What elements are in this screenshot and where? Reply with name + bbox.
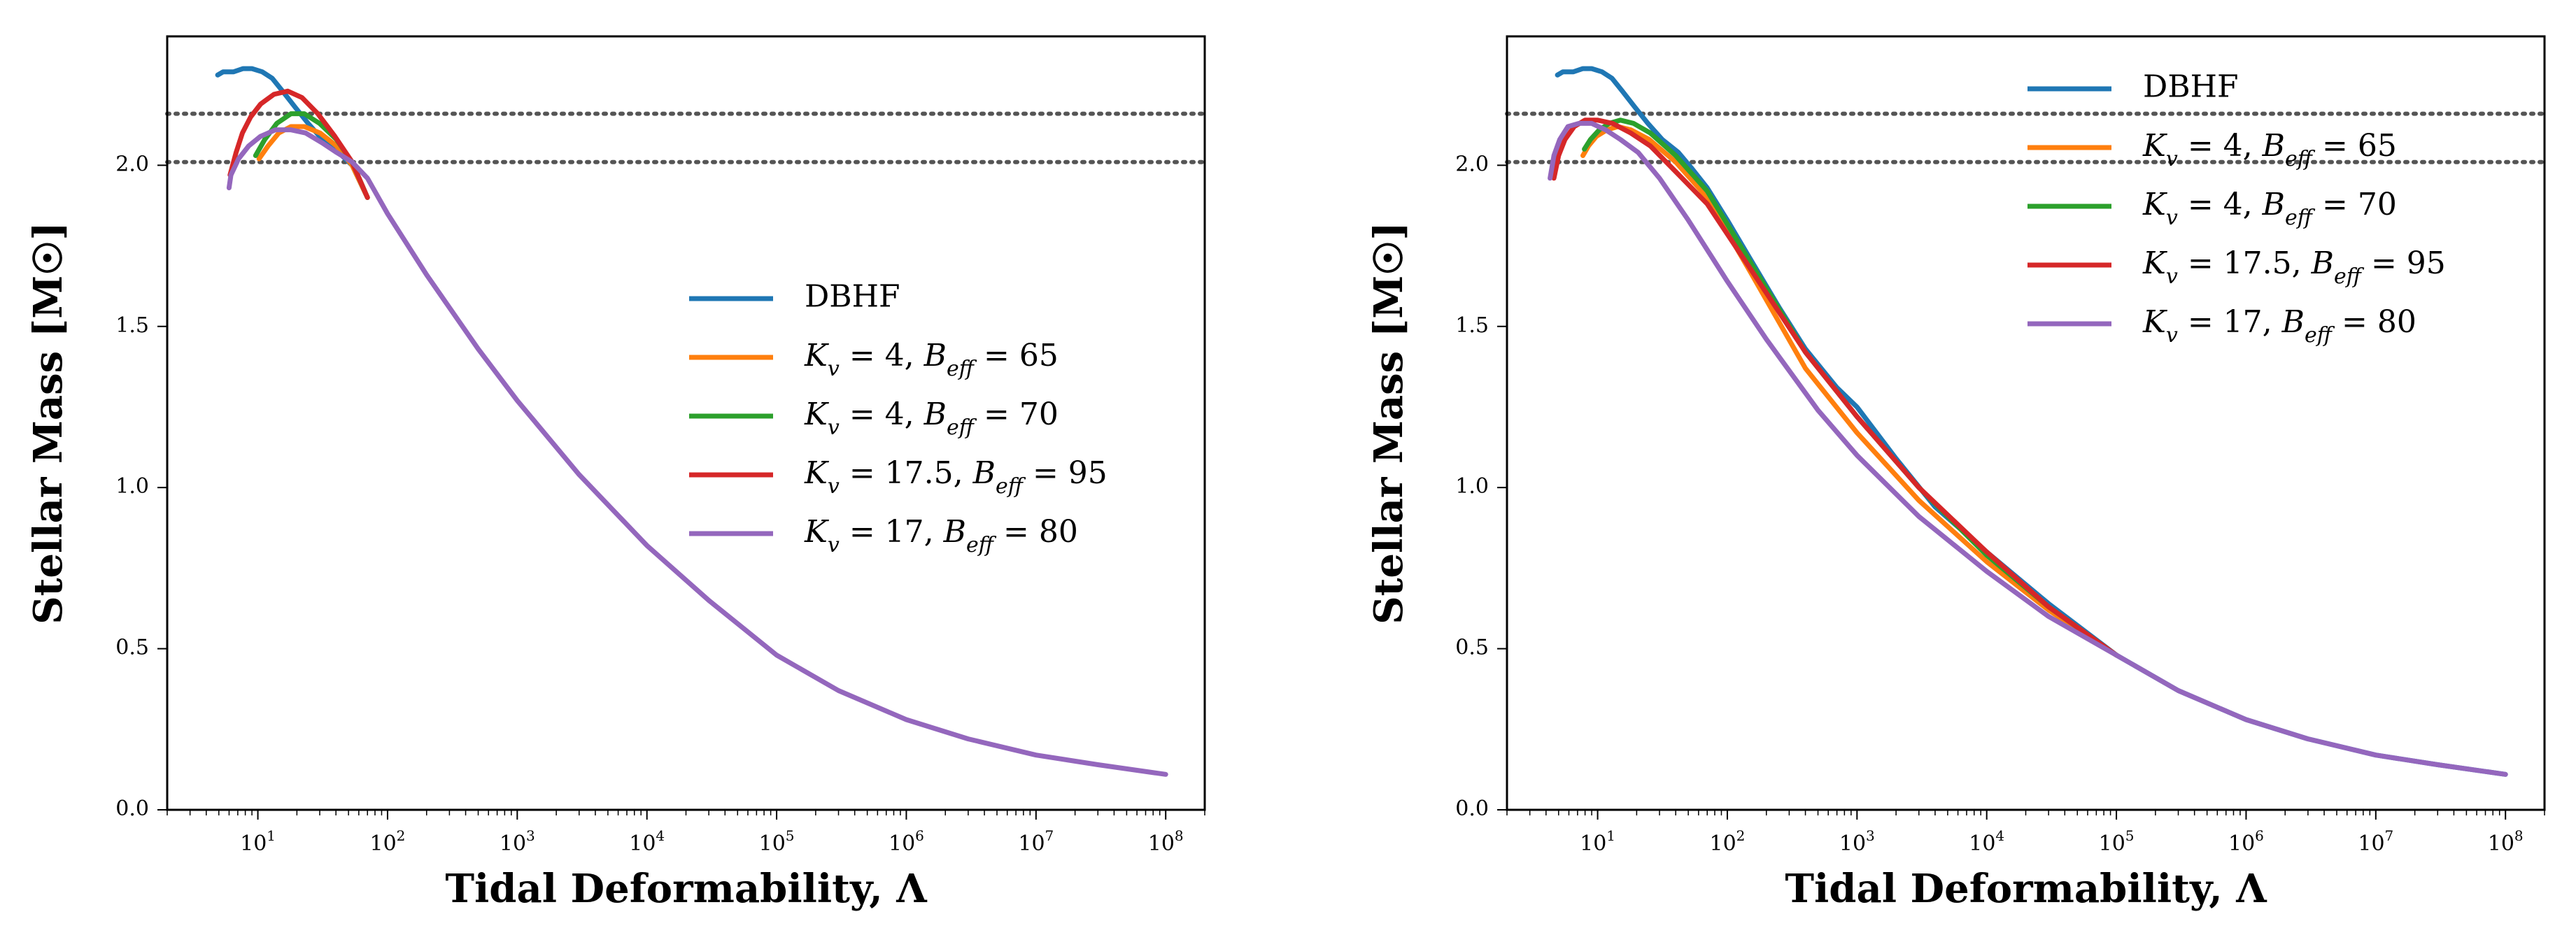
chart-panel-1: 101 102 103 104 105 106 107 108 0.0 0.5 1.0 1.5 2.0 T… — [25, 35, 1207, 912]
series-line-k-v-4-b-eff-70 — [1582, 117, 2119, 658]
x-tick-label: 108 — [1148, 827, 1184, 856]
y-tick-label: 0.0 — [1455, 797, 1489, 821]
x-tick-label: 107 — [2358, 827, 2393, 856]
y-tick-label: 2.0 — [1455, 152, 1489, 176]
x-tick-label: 103 — [1839, 827, 1875, 856]
y-tick-label: 0.5 — [1455, 636, 1489, 660]
x-tick-label: 105 — [759, 827, 795, 856]
legend: DBHF Kv = 4, Beff = 65 Kv = 4, Beff = 70 Kv… — [689, 279, 1107, 557]
x-tick-label: 102 — [1709, 827, 1745, 856]
series-line-dbhf — [1555, 66, 2508, 777]
y-tick-label: 0.5 — [115, 636, 149, 660]
y-tick-label: 1.0 — [1455, 474, 1489, 499]
series-line-k-v-4-b-eff-65 — [1580, 124, 2119, 658]
legend: DBHF Kv = 4, Beff = 65 Kv = 4, Beff = 70 Kv… — [2027, 69, 2446, 348]
y-axis-label: Stellar Mass [M☉] — [25, 222, 71, 624]
legend-label: DBHF — [805, 279, 900, 315]
y-tick-label: 1.0 — [115, 474, 149, 499]
y-tick-label: 0.0 — [115, 797, 149, 821]
legend-label: Kv = 17, Beff = 80 — [804, 514, 1078, 557]
y-tick-label: 1.5 — [1455, 313, 1489, 338]
legend-label: Kv = 4, Beff = 70 — [804, 397, 1059, 440]
x-tick-label: 101 — [1580, 827, 1615, 856]
legend-label: Kv = 17.5, Beff = 95 — [804, 455, 1107, 499]
x-tick-label: 103 — [500, 827, 535, 856]
x-tick-label: 107 — [1018, 827, 1054, 856]
x-tick-label: 105 — [2099, 827, 2135, 856]
x-tick-label: 101 — [240, 827, 276, 856]
legend-label: Kv = 4, Beff = 65 — [804, 338, 1059, 381]
x-axis-label: Tidal Deformability, Λ — [445, 866, 928, 912]
x-axis-label: Tidal Deformability, Λ — [1785, 866, 2267, 912]
legend-label: Kv = 17.5, Beff = 95 — [2142, 245, 2446, 289]
series-line-k-v-17-b-eff-80 — [1548, 120, 2508, 777]
x-tick-label: 104 — [1969, 827, 2004, 856]
y-tick-label: 2.0 — [115, 152, 149, 176]
series-line-k-v-17-5-b-eff-95 — [1551, 117, 2119, 658]
legend-label: Kv = 4, Beff = 65 — [2142, 128, 2397, 171]
y-tick-label: 1.5 — [115, 313, 149, 338]
legend-label: Kv = 17, Beff = 80 — [2142, 304, 2416, 348]
x-tick-label: 106 — [889, 827, 924, 856]
series-line-k-v-17-5-b-eff-95 — [227, 88, 370, 200]
legend-label: DBHF — [2143, 69, 2239, 105]
x-tick-label: 108 — [2488, 827, 2524, 856]
legend-label: Kv = 4, Beff = 70 — [2142, 187, 2397, 230]
x-tick-label: 104 — [629, 827, 665, 856]
x-tick-label: 106 — [2228, 827, 2264, 856]
y-axis-label: Stellar Mass [M☉] — [1366, 222, 1412, 624]
x-tick-label: 102 — [369, 827, 405, 856]
series-line-k-v-17-b-eff-80 — [226, 127, 1168, 777]
chart-panel-2: 101 102 103 104 105 106 107 108 0.0 0.5 1.0 1.5 2.0 T… — [1366, 35, 2547, 912]
